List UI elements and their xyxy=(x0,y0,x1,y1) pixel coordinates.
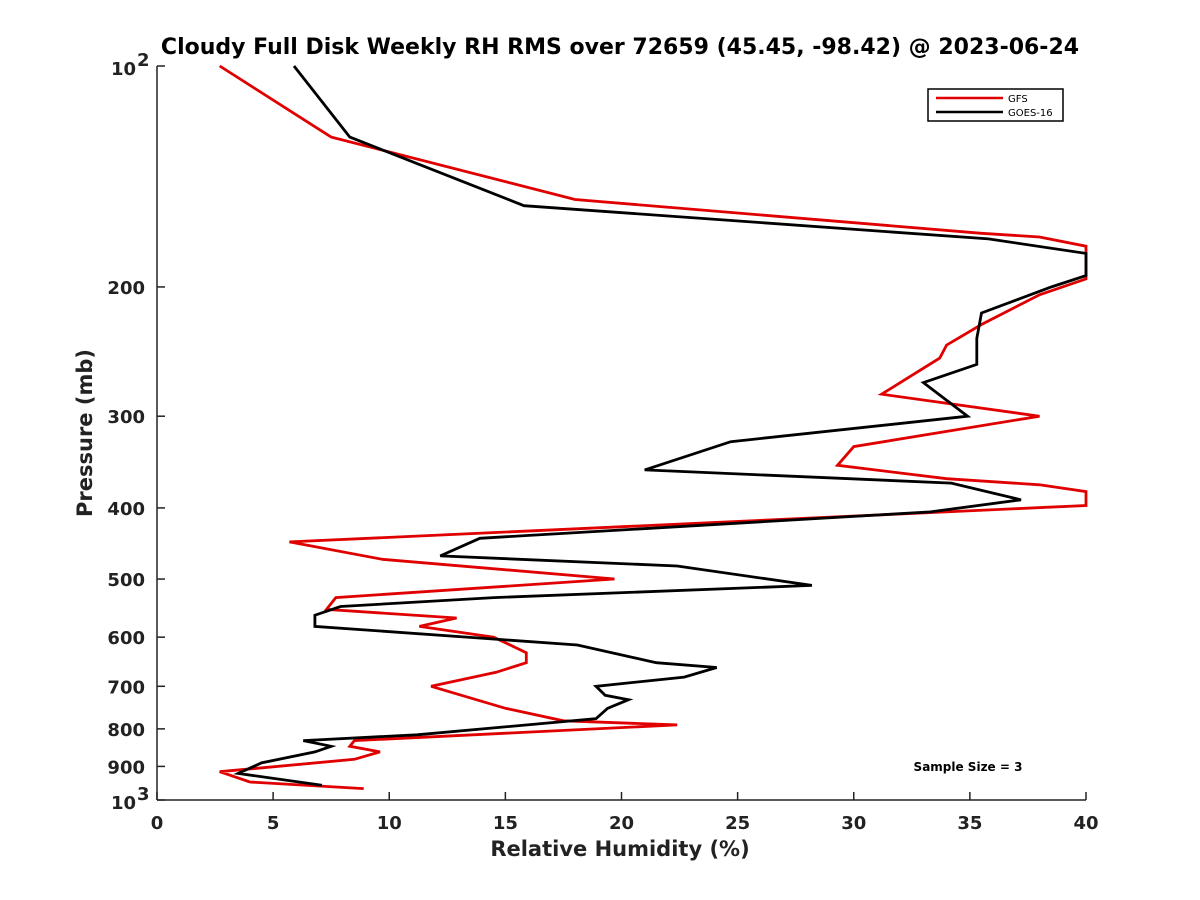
y-tick-label: 10 xyxy=(111,793,136,814)
series-layer xyxy=(218,64,1088,790)
y-tick-label: 800 xyxy=(107,720,145,741)
y-tick-label: 300 xyxy=(107,407,145,428)
x-tick-label: 20 xyxy=(609,813,634,834)
y-tick-label: 900 xyxy=(107,757,145,778)
legend: GFS GOES-16 xyxy=(927,88,1064,122)
legend-box xyxy=(927,88,1064,122)
y-tick-exponent: 3 xyxy=(137,784,150,805)
x-tick-label: 10 xyxy=(377,813,402,834)
x-tick-label: 0 xyxy=(151,813,164,834)
y-axis-label: Pressure (mb) xyxy=(73,349,97,517)
chart-title: Cloudy Full Disk Weekly RH RMS over 7265… xyxy=(161,35,1079,60)
y-tick-exponent: 2 xyxy=(137,50,150,71)
x-axis: 0 5 10 15 20 25 30 35 40 xyxy=(151,792,1099,834)
x-tick-label: 5 xyxy=(267,813,280,834)
series-line-goes-16 xyxy=(233,65,1088,787)
legend-label: GFS xyxy=(1008,94,1028,105)
x-axis-label: Relative Humidity (%) xyxy=(490,837,749,861)
y-tick-label: 600 xyxy=(107,628,145,649)
y-tick-label: 500 xyxy=(107,570,145,591)
x-tick-label: 35 xyxy=(957,813,982,834)
x-tick-label: 15 xyxy=(493,813,518,834)
x-tick-label: 30 xyxy=(841,813,866,834)
legend-label: GOES-16 xyxy=(1008,108,1053,119)
x-tick-label: 25 xyxy=(725,813,750,834)
y-tick-label: 10 xyxy=(111,59,136,80)
sample-size-annotation: Sample Size = 3 xyxy=(914,760,1023,774)
y-tick-label: 200 xyxy=(107,278,145,299)
y-tick-label: 400 xyxy=(107,499,145,520)
series-line-gfs xyxy=(218,64,1088,790)
y-tick-label: 700 xyxy=(107,677,145,698)
x-tick-label: 40 xyxy=(1073,813,1098,834)
